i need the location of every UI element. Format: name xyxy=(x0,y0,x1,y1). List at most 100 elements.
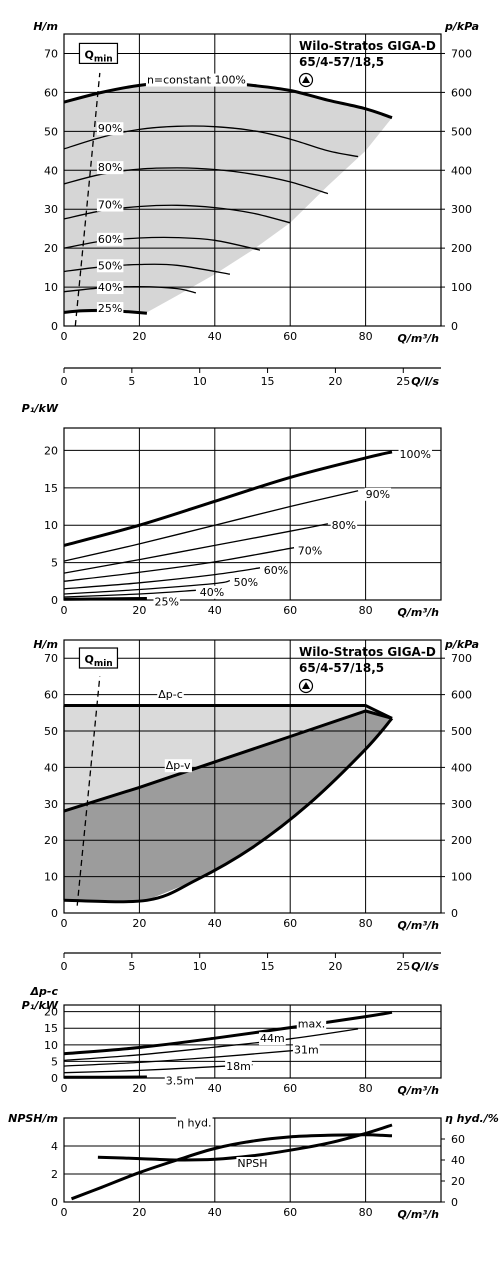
speed-curve-label: 25% xyxy=(98,302,122,315)
power-curve xyxy=(63,547,295,582)
y2-tick-label: 100 xyxy=(451,281,472,294)
plot-frame xyxy=(63,427,442,601)
label-bg xyxy=(96,281,124,295)
label-bg xyxy=(259,1032,286,1046)
power-curve xyxy=(63,490,359,562)
power-curve-label: 60% xyxy=(264,564,288,577)
x-tick-label: 0 xyxy=(61,330,68,343)
y2-tick-label: 200 xyxy=(451,242,472,255)
qmin-box xyxy=(78,647,119,669)
label-bg xyxy=(96,232,124,246)
y-axis-title: H/m xyxy=(33,638,58,651)
power-curve xyxy=(63,1010,393,1056)
dpv-region xyxy=(64,711,392,901)
y-axis-title-top: Δp-c xyxy=(30,985,59,998)
label-bg xyxy=(330,519,358,533)
chart-subtitle: 65/4-57/18,5 xyxy=(299,661,384,675)
x-tick-label: 80 xyxy=(359,917,373,930)
y2-axis-title: η hyd./% xyxy=(445,1112,499,1125)
ls-tick-label: 0 xyxy=(61,375,68,388)
ls-tick-label: 20 xyxy=(328,375,342,388)
power-curve xyxy=(63,589,196,598)
wilo-triangle-icon xyxy=(302,76,310,83)
x-tick-label: 0 xyxy=(61,917,68,930)
ls-tick-label: 25 xyxy=(396,960,410,973)
y-tick-label: 30 xyxy=(44,798,58,811)
chart-title: Wilo-Stratos GIGA-D xyxy=(299,39,436,53)
y2-tick-label: 300 xyxy=(451,203,472,216)
ls-tick-label: 20 xyxy=(328,960,342,973)
y-tick-label: 50 xyxy=(44,725,58,738)
y2-tick-label: 20 xyxy=(451,1175,465,1188)
y-tick-label: 0 xyxy=(51,907,58,920)
y-axis-title: NPSH/m xyxy=(8,1112,58,1125)
x-tick-label: 20 xyxy=(132,604,146,617)
x-tick-label: 80 xyxy=(359,604,373,617)
speed-curve-label: 70% xyxy=(98,199,122,212)
x-tick-label: 0 xyxy=(61,1082,68,1095)
efficiency-curve xyxy=(70,1133,393,1201)
label-bg xyxy=(292,1043,320,1057)
power-curve-label: 3.5m xyxy=(166,1075,194,1088)
y-tick-label: 20 xyxy=(44,1006,58,1019)
x-tick-label: 40 xyxy=(208,1082,222,1095)
power-curve xyxy=(63,1028,359,1062)
y-tick-label: 40 xyxy=(44,164,58,177)
label-bg xyxy=(398,448,432,462)
npsh-label: NPSH xyxy=(237,1157,267,1170)
x-tick-label: 80 xyxy=(359,330,373,343)
power-curve xyxy=(63,579,231,595)
x-tick-label: 0 xyxy=(61,604,68,617)
y-tick-label: 0 xyxy=(51,1072,58,1085)
power-curve-label: max. xyxy=(298,1017,325,1030)
ls-tick-label: 10 xyxy=(193,960,207,973)
qmin-line xyxy=(74,72,101,327)
label-bg xyxy=(296,1017,327,1031)
ls-tick-label: 5 xyxy=(128,375,135,388)
label-bg xyxy=(225,1060,252,1074)
speed-curve xyxy=(63,286,197,294)
x-tick-label: 80 xyxy=(359,1206,373,1219)
power-curve-label: 90% xyxy=(366,488,390,501)
y2-tick-label: 0 xyxy=(451,907,458,920)
ls-tick-label: 15 xyxy=(261,375,275,388)
dpv-label: Δp-v xyxy=(166,759,191,772)
y2-tick-label: 200 xyxy=(451,834,472,847)
ls-tick-label: 5 xyxy=(128,960,135,973)
ls-tick-label: 15 xyxy=(261,960,275,973)
y-tick-label: 10 xyxy=(44,871,58,884)
y-tick-label: 5 xyxy=(51,557,58,570)
x-tick-label: 20 xyxy=(132,1082,146,1095)
x-tick-label: 20 xyxy=(132,917,146,930)
x-tick-label: 40 xyxy=(208,917,222,930)
y-tick-label: 10 xyxy=(44,281,58,294)
y2-tick-label: 600 xyxy=(451,689,472,702)
dpc-curve xyxy=(64,704,393,720)
x-tick-label: 60 xyxy=(283,917,297,930)
qmin-subscript: min xyxy=(94,659,113,669)
x-tick-label: 40 xyxy=(208,1206,222,1219)
min-speed-curve xyxy=(63,717,394,904)
y2-axis-title: p/kPa xyxy=(444,20,479,33)
y-tick-label: 0 xyxy=(51,320,58,333)
speed-curve-label: 80% xyxy=(98,161,122,174)
y-tick-label: 70 xyxy=(44,47,58,60)
label-bg xyxy=(232,576,260,590)
label-bg xyxy=(296,544,324,558)
speed-curve-label: 90% xyxy=(98,122,122,135)
label-bg xyxy=(96,122,124,136)
y2-tick-label: 0 xyxy=(451,320,458,333)
x-tick-label: 40 xyxy=(208,330,222,343)
y-tick-label: 60 xyxy=(44,689,58,702)
x-tick-label: 60 xyxy=(283,330,297,343)
y2-axis-title: p/kPa xyxy=(444,638,479,651)
label-bg xyxy=(96,259,124,273)
y2-tick-label: 700 xyxy=(451,652,472,665)
y-tick-label: 15 xyxy=(44,482,58,495)
speed-curve xyxy=(63,263,231,275)
x-tick-label: 60 xyxy=(283,1206,297,1219)
x-tick-label: 60 xyxy=(283,1082,297,1095)
power-curve xyxy=(63,450,393,547)
ls-tick-label: 0 xyxy=(61,960,68,973)
x-tick-label: 20 xyxy=(132,330,146,343)
